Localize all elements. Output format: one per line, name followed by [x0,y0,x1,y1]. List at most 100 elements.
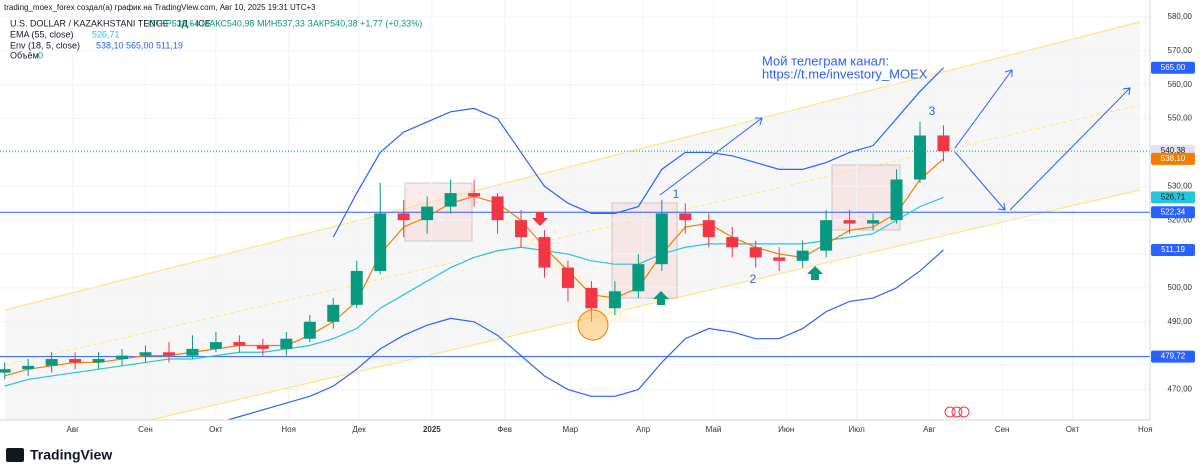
x-tick-label: Май [706,425,722,434]
legend-name: Env (18, 5, close) [10,40,80,50]
indicator-line [225,249,944,420]
candle-body [585,287,598,309]
x-tick-label: Сен [995,425,1010,434]
x-tick-label: Авг [66,425,79,434]
legend-name: EMA (55, close) [10,29,74,39]
price-tag [1151,244,1195,257]
candle-body [303,321,316,339]
price-tag-label: 526,71 [1161,193,1186,202]
candle-body [22,365,35,370]
candle-body [397,213,410,221]
candle-body [749,247,762,258]
y-tick-label: 520,00 [1168,215,1193,224]
channel-bottom [149,189,1141,420]
candle-body [796,250,809,261]
candle-body [632,264,645,292]
wave-label: 3 [929,104,936,118]
legend-name: Объём [10,50,39,60]
candle-body [843,220,856,224]
candle-body [186,348,199,356]
candle-body [116,355,129,360]
up-arrow [653,291,669,305]
x-tick-label: Окт [209,425,223,434]
candle-body [608,291,621,309]
arrow [1009,87,1131,211]
event-icon[interactable] [944,406,956,418]
price-tag-label: 511,19 [1161,245,1185,254]
y-tick-label: 500,00 [1168,283,1193,292]
candle-body [702,220,715,238]
up-arrow [807,266,823,280]
candle-body [92,359,105,363]
candle-body [867,220,880,224]
indicator-line [332,67,944,238]
price-tag-label: 540,38 [1161,146,1186,155]
price-tag-label: 522,34 [1161,207,1186,216]
marks [0,121,950,380]
candle-body [679,213,692,221]
wave-label: 2 [750,272,757,286]
candle-body [256,345,269,349]
indicator-line [4,196,944,387]
candle-body [491,196,504,221]
legend-value: 0 [38,50,43,60]
x-tick-label: Авг [923,425,936,434]
candle-body [280,338,293,349]
candle-body [0,369,11,373]
candle-body [726,237,739,248]
brand-logo [6,448,24,462]
x-tick-label: Мар [562,425,578,434]
candle-body [374,213,387,271]
legend-value: 538,10 565,00 511,19 [96,40,183,50]
price-tag-label: 479,72 [1161,352,1186,361]
event-icon[interactable] [958,406,970,418]
candle-body [538,237,551,268]
channel-fill [5,22,1140,420]
candle-body [69,359,82,363]
candle-body [561,267,574,288]
arrow [954,69,1013,149]
candle-body [139,352,152,356]
wave-label: 1 [673,187,680,201]
box [831,164,901,231]
candle-body [914,135,926,180]
ohlc-summary: ОТКР538,64 МАКС540,98 МИН537,33 ЗАКР540,… [148,18,422,28]
down-arrow [532,212,548,226]
y-tick-label: 550,00 [1168,114,1193,123]
candle-body [773,257,786,261]
candle-body [890,179,903,221]
candle-body [655,213,668,265]
candle-body [515,220,528,238]
legend-value: 526,71 [92,29,120,39]
event-icon[interactable] [951,406,963,418]
x-tick-label: Июл [849,425,866,434]
x-tick-label: Июн [778,425,794,434]
candle-body [468,193,481,197]
attribution: trading_moex_forex создал(а) график на T… [4,3,316,12]
y-tick-label: 560,00 [1168,80,1193,89]
price-tag [1151,191,1195,204]
y-tick-label: 530,00 [1168,181,1193,190]
arrow [954,151,1006,211]
annotation: Мой телеграм канал: [762,53,889,68]
price-tag [1151,206,1195,219]
candle-body [444,193,457,207]
candle-body [327,304,340,322]
y-tick-label: 580,00 [1168,12,1193,21]
candle-body [350,270,363,305]
y-tick-label: 570,00 [1168,46,1193,55]
price-tag [1151,350,1195,363]
title: U.S. DOLLAR / KAZAKHSTANI TENGE · 1Д · I… [10,18,211,28]
candle-body [937,135,950,152]
candle-body [421,206,434,221]
candle-body [162,352,175,356]
price-tag-label: 538,10 [1161,154,1186,163]
channel-mid [4,104,1141,366]
annotation: https://t.me/investory_MOEX [762,66,928,81]
x-tick-label: Ноя [281,425,296,434]
y-tick-label: 470,00 [1168,385,1193,394]
candle-body [209,342,222,349]
x-tick-label: Окт [1066,425,1080,434]
x-tick-label: Апр [636,425,651,434]
